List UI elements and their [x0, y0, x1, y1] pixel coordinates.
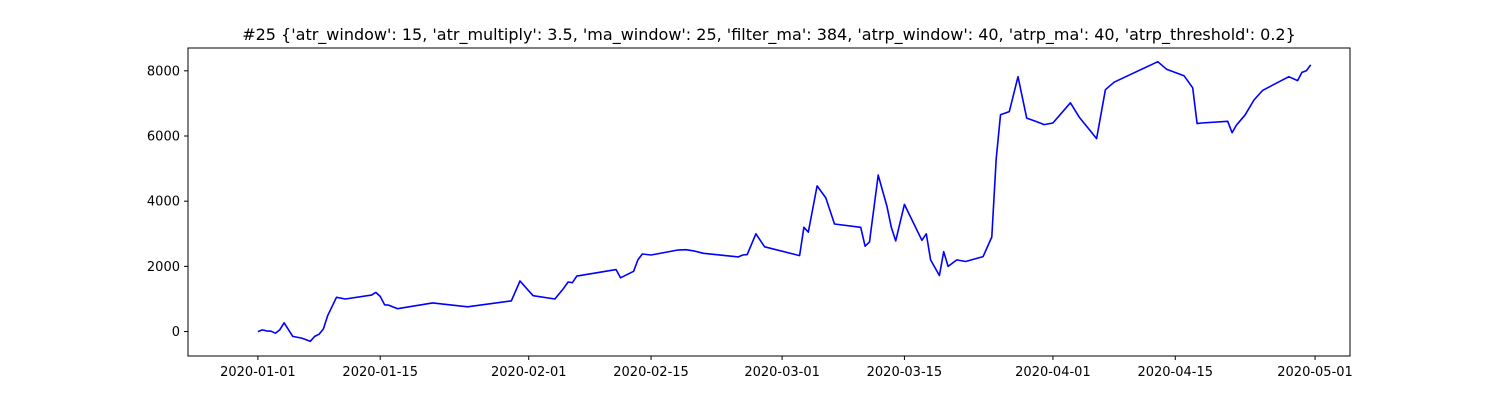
- series-line-0: [258, 62, 1311, 342]
- x-tick-label: 2020-01-01: [220, 365, 296, 380]
- x-tick-label: 2020-02-15: [613, 365, 689, 380]
- chart-title: #25 {'atr_window': 15, 'atr_multiply': 3…: [242, 25, 1296, 45]
- x-tick-label: 2020-05-01: [1277, 365, 1353, 380]
- y-tick-label: 6000: [147, 130, 180, 145]
- y-tick-label: 2000: [147, 260, 180, 275]
- x-tick-label: 2020-04-15: [1137, 365, 1213, 380]
- y-tick-label: 0: [172, 325, 180, 340]
- y-axis: 0 2000 4000 6000 8000: [147, 64, 188, 340]
- y-tick-label: 8000: [147, 64, 180, 79]
- x-tick-label: 2020-01-15: [342, 365, 418, 380]
- x-tick-label: 2020-03-15: [867, 365, 943, 380]
- x-tick-label: 2020-04-01: [1015, 365, 1091, 380]
- x-axis: 2020-01-01 2020-01-15 2020-02-01 2020-02-15…: [220, 356, 1353, 380]
- y-tick-label: 4000: [147, 195, 180, 210]
- x-tick-label: 2020-02-01: [491, 365, 567, 380]
- plot-area: [258, 62, 1311, 342]
- plot-frame: [188, 48, 1350, 356]
- x-tick-label: 2020-03-01: [744, 365, 820, 380]
